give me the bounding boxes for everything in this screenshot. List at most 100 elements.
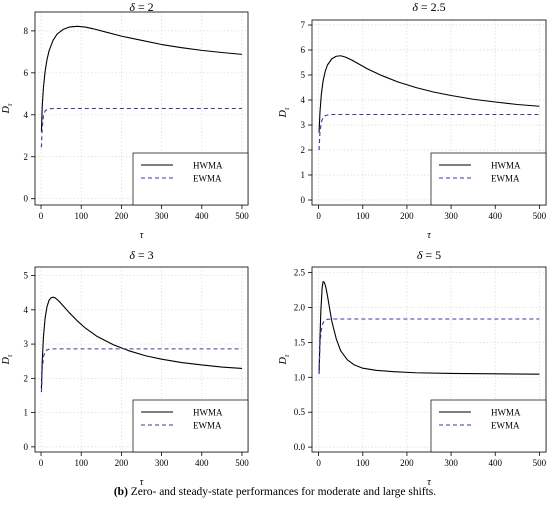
- title-value: = 2.5: [418, 0, 446, 14]
- y-tick-label: 5: [24, 271, 29, 281]
- y-axis-label: Dτ: [1, 354, 14, 365]
- title-value: = 3: [135, 248, 154, 262]
- legend-label-hwma: HWMA: [193, 161, 223, 171]
- x-tick-label: 0: [39, 458, 44, 468]
- y-tick-label: 2.0: [294, 302, 306, 312]
- x-tick-label: 0: [316, 211, 321, 221]
- x-tick-label: 300: [155, 458, 169, 468]
- x-axis-label: τ: [140, 477, 144, 488]
- legend-label-ewma: EWMA: [491, 174, 520, 184]
- x-axis-label: τ: [140, 230, 144, 241]
- y-tick-label: 1.0: [294, 372, 306, 382]
- x-tick-label: 400: [195, 211, 209, 221]
- legend: HWMA EWMA: [132, 399, 249, 453]
- y-tick-label: 7: [301, 20, 306, 30]
- x-tick-label: 500: [235, 458, 249, 468]
- series-line-hwma: [40, 25, 243, 132]
- y-tick-label: 1: [301, 170, 306, 180]
- y-tick-label: 0: [24, 194, 29, 204]
- y-tick-label: 4: [301, 95, 306, 105]
- title-symbol: δ: [129, 0, 135, 14]
- series-line-ewma: [40, 107, 242, 148]
- x-tick-label: 400: [488, 458, 502, 468]
- y-tick-label: 2: [24, 152, 29, 162]
- series-line-hwma: [40, 296, 243, 389]
- x-axis-label: τ: [427, 477, 431, 488]
- y-tick-label: 2: [301, 145, 306, 155]
- y-label-main: D: [1, 105, 12, 114]
- y-tick-label: 1: [24, 408, 29, 418]
- y-label-subscript: τ: [6, 354, 14, 357]
- legend-label-ewma: EWMA: [193, 421, 222, 431]
- x-tick-label: 200: [400, 211, 414, 221]
- y-tick-label: 0: [24, 442, 29, 452]
- x-tick-label: 300: [155, 211, 169, 221]
- legend-label-hwma: HWMA: [193, 408, 223, 418]
- x-tick-label: 400: [195, 458, 209, 468]
- y-tick-label: 1.5: [294, 337, 306, 347]
- y-label-subscript: τ: [283, 107, 291, 110]
- x-tick-label: 500: [533, 458, 547, 468]
- legend: HWMA EWMA: [132, 152, 249, 206]
- x-axis-label: τ: [427, 230, 431, 241]
- x-tick-label: 500: [533, 211, 547, 221]
- y-tick-label: 2: [24, 373, 29, 383]
- x-tick-label: 200: [115, 458, 129, 468]
- y-tick-label: 3: [301, 120, 306, 130]
- chart-title: δ = 3: [129, 248, 153, 262]
- title-symbol: δ: [417, 248, 423, 262]
- y-label-subscript: τ: [6, 103, 14, 106]
- x-tick-label: 400: [488, 211, 502, 221]
- x-tick-label: 100: [356, 458, 370, 468]
- y-tick-label: 0.5: [294, 407, 306, 417]
- legend-box: [132, 399, 249, 453]
- y-tick-label: 2.5: [294, 268, 306, 278]
- y-tick-label: 5: [301, 70, 306, 80]
- title-symbol: δ: [129, 248, 135, 262]
- y-label-main: D: [1, 356, 12, 365]
- x-tick-label: 0: [316, 458, 321, 468]
- legend: HWMA EWMA: [430, 152, 547, 206]
- y-tick-label: 0: [301, 195, 306, 205]
- y-tick-label: 6: [24, 68, 29, 78]
- chart-panel-4: 0 100 200 300 400 500 0.0 0.5 1.0 1.5 2.0 2.5 δ = 5 τ…: [278, 248, 547, 488]
- chart-title: δ = 5: [417, 248, 441, 262]
- x-tick-label: 200: [400, 458, 414, 468]
- x-tick-label: 300: [444, 211, 458, 221]
- series-line-hwma: [318, 55, 540, 133]
- legend: HWMA EWMA: [430, 399, 547, 453]
- legend-label-hwma: HWMA: [491, 408, 521, 418]
- y-label-main: D: [278, 109, 289, 118]
- series-line-ewma: [318, 113, 540, 151]
- series-line-hwma: [318, 281, 540, 375]
- chart-title: δ = 2: [129, 0, 153, 14]
- y-axis-label: Dτ: [278, 107, 291, 118]
- y-tick-label: 3: [24, 339, 29, 349]
- series-line-ewma: [318, 318, 540, 374]
- x-tick-label: 100: [74, 211, 88, 221]
- chart-title: δ = 2.5: [412, 0, 445, 14]
- title-value: = 5: [422, 248, 441, 262]
- legend-label-ewma: EWMA: [193, 174, 222, 184]
- figure-caption: (b) Zero- and steady-state performances …: [0, 486, 550, 498]
- legend-label-hwma: HWMA: [491, 161, 521, 171]
- y-tick-label: 6: [301, 45, 306, 55]
- x-tick-label: 200: [115, 211, 129, 221]
- y-tick-label: 0.0: [294, 442, 306, 452]
- y-axis-label: Dτ: [1, 103, 14, 114]
- legend-box: [430, 152, 547, 206]
- plot-frame: [311, 19, 547, 206]
- legend-box: [132, 152, 249, 206]
- caption-text: Zero- and steady-state performances for …: [127, 486, 437, 498]
- y-axis-label: Dτ: [278, 354, 291, 365]
- title-value: = 2: [135, 0, 154, 14]
- series-line-ewma: [40, 348, 242, 393]
- title-symbol: δ: [412, 0, 418, 14]
- y-label-subscript: τ: [283, 354, 291, 357]
- x-tick-label: 0: [39, 211, 44, 221]
- x-tick-label: 100: [74, 458, 88, 468]
